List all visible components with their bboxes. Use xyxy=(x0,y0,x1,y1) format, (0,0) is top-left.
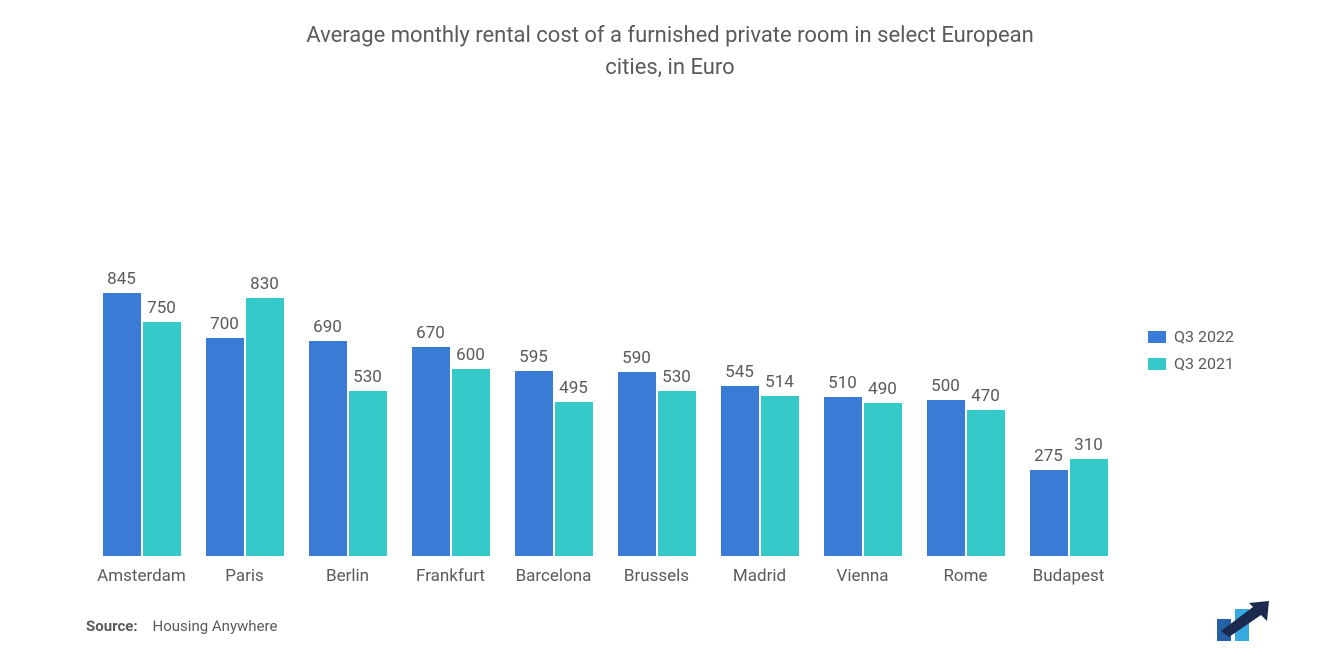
bar-pair: 845750 xyxy=(103,293,181,556)
x-axis-label: Amsterdam xyxy=(90,566,193,587)
city-group: 275310 xyxy=(1017,459,1120,555)
bar-value-label: 545 xyxy=(725,362,754,382)
x-axis-label: Vienna xyxy=(811,566,914,587)
bar: 510 xyxy=(824,397,862,556)
bar: 470 xyxy=(967,410,1005,556)
bar-pair: 500470 xyxy=(927,400,1005,556)
bar: 590 xyxy=(618,372,656,556)
source-label: Source: xyxy=(86,617,138,635)
bar-value-label: 700 xyxy=(210,314,239,334)
brand-logo-icon xyxy=(1215,601,1285,643)
source-text: Housing Anywhere xyxy=(153,617,278,635)
bar: 545 xyxy=(721,386,759,556)
city-group: 845750 xyxy=(90,293,193,556)
legend: Q3 2022 Q3 2021 xyxy=(1130,114,1260,587)
bar-value-label: 310 xyxy=(1074,435,1103,455)
bar: 514 xyxy=(761,396,799,556)
bar: 310 xyxy=(1070,459,1108,555)
bar: 530 xyxy=(658,391,696,556)
x-axis-label: Frankfurt xyxy=(399,566,502,587)
city-group: 545514 xyxy=(708,386,811,556)
city-group: 690530 xyxy=(296,341,399,556)
bar-value-label: 495 xyxy=(559,378,588,398)
bar-pair: 595495 xyxy=(515,371,593,556)
bar-value-label: 530 xyxy=(662,367,691,387)
bar-pair: 670600 xyxy=(412,347,490,555)
bar: 845 xyxy=(103,293,141,556)
bar: 595 xyxy=(515,371,553,556)
bar: 490 xyxy=(864,403,902,555)
plot-area: 8457507008306905306706005954955905305455… xyxy=(80,114,1130,556)
bar-value-label: 510 xyxy=(828,373,857,393)
legend-item-q3-2022: Q3 2022 xyxy=(1148,327,1260,346)
legend-item-q3-2021: Q3 2021 xyxy=(1148,354,1260,373)
bar-value-label: 530 xyxy=(353,367,382,387)
bar: 700 xyxy=(206,338,244,556)
bar: 830 xyxy=(246,298,284,556)
bar: 600 xyxy=(452,369,490,556)
x-axis-label: Brussels xyxy=(605,566,708,587)
bar: 275 xyxy=(1030,470,1068,556)
bar: 670 xyxy=(412,347,450,555)
bar: 750 xyxy=(143,322,181,555)
city-group: 500470 xyxy=(914,400,1017,556)
city-group: 700830 xyxy=(193,298,296,556)
bar-value-label: 600 xyxy=(456,345,485,365)
city-group: 590530 xyxy=(605,372,708,556)
bar-value-label: 514 xyxy=(765,372,794,392)
x-axis-labels: AmsterdamParisBerlinFrankfurtBarcelonaBr… xyxy=(80,556,1130,587)
bar-pair: 590530 xyxy=(618,372,696,556)
city-group: 670600 xyxy=(399,347,502,555)
bar: 495 xyxy=(555,402,593,556)
bar-value-label: 750 xyxy=(147,298,176,318)
bar-value-label: 590 xyxy=(622,348,651,368)
bar: 690 xyxy=(309,341,347,556)
bar-value-label: 490 xyxy=(868,379,897,399)
bar-value-label: 595 xyxy=(519,347,548,367)
bar-pair: 690530 xyxy=(309,341,387,556)
bar-value-label: 275 xyxy=(1034,446,1063,466)
legend-swatch-0 xyxy=(1148,331,1166,343)
legend-label-0: Q3 2022 xyxy=(1174,327,1234,346)
bar-value-label: 500 xyxy=(931,376,960,396)
x-axis-label: Rome xyxy=(914,566,1017,587)
chart-container: Average monthly rental cost of a furnish… xyxy=(0,0,1320,665)
bar: 500 xyxy=(927,400,965,556)
bar-pair: 275310 xyxy=(1030,459,1108,555)
plot-row: 8457507008306905306706005954955905305455… xyxy=(80,114,1260,587)
bar-value-label: 670 xyxy=(416,323,445,343)
bar-value-label: 830 xyxy=(250,274,279,294)
bar-pair: 700830 xyxy=(206,298,284,556)
x-axis-label: Budapest xyxy=(1017,566,1120,587)
bar: 530 xyxy=(349,391,387,556)
x-axis-label: Madrid xyxy=(708,566,811,587)
bar-pair: 545514 xyxy=(721,386,799,556)
x-axis-label: Barcelona xyxy=(502,566,605,587)
legend-swatch-1 xyxy=(1148,358,1166,370)
x-axis-label: Berlin xyxy=(296,566,399,587)
bar-value-label: 845 xyxy=(107,269,136,289)
source-row: Source: Housing Anywhere xyxy=(80,587,1260,635)
chart-title: Average monthly rental cost of a furnish… xyxy=(80,20,1260,114)
legend-label-1: Q3 2021 xyxy=(1174,354,1234,373)
bar-value-label: 690 xyxy=(313,317,342,337)
bar-value-label: 470 xyxy=(971,386,1000,406)
bar-pair: 510490 xyxy=(824,397,902,556)
city-group: 595495 xyxy=(502,371,605,556)
city-group: 510490 xyxy=(811,397,914,556)
x-axis-label: Paris xyxy=(193,566,296,587)
